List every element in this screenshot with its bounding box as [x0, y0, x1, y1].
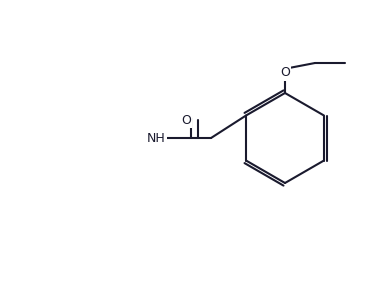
Text: O: O	[181, 113, 191, 127]
Text: O: O	[280, 67, 290, 80]
Text: NH: NH	[147, 132, 166, 145]
